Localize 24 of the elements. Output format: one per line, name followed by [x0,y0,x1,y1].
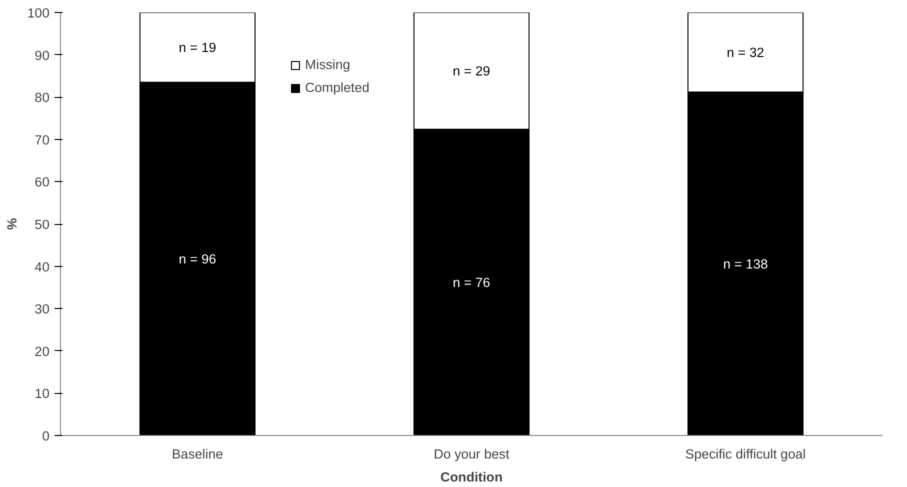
y-tick-label: 10 [34,386,50,402]
y-tick-label: 50 [34,217,50,232]
annotation: n = 19 [178,40,216,55]
annotation: n = 32 [726,44,764,60]
y-tick-label: 70 [34,132,50,148]
annotation: n = 96 [178,251,216,266]
x-tick-label: Baseline [172,446,224,462]
legend-label: Missing [305,57,350,72]
y-tick-label: 0 [42,428,50,444]
annotation: n = 29 [452,63,490,78]
y-axis-title: % [4,218,20,230]
x-tick-label: Specific difficult goal [685,446,806,462]
y-tick-label: 90 [34,48,50,63]
x-tick-label: Do your best [434,446,510,462]
y-tick-label: 30 [34,302,50,317]
y-tick-label: 20 [34,344,50,359]
legend-label: Completed [305,80,370,95]
annotation: n = 76 [452,274,490,290]
y-tick-label: 100 [27,6,50,20]
y-tick-label: 80 [34,90,50,106]
x-axis-title: Condition [440,470,503,484]
y-tick-label: 40 [34,259,50,274]
annotation: n = 138 [723,256,768,272]
y-tick-label: 60 [34,174,50,190]
